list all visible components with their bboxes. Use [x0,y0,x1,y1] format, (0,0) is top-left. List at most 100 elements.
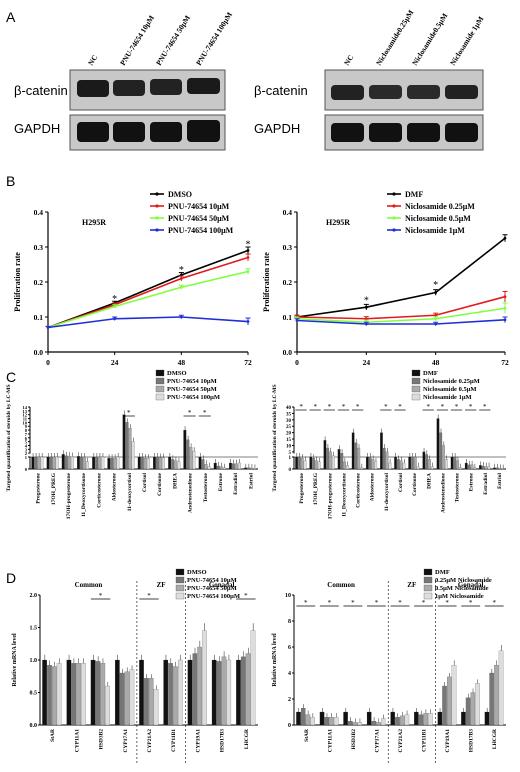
legend-swatch [411,377,421,385]
bar [86,461,89,470]
significance-star: * [188,409,192,417]
y-tick-label: 5 [289,451,292,456]
bar [197,646,202,726]
data-point [113,317,117,321]
line-chart-B-right: 0.0 0.1 0.2 0.3 0.4 0 24 48 72 Proliferation rate… [262,190,509,367]
bar [422,451,426,470]
bar [329,717,334,726]
legend-swatch [411,369,421,377]
bar [80,456,83,470]
axis-break [291,453,506,457]
bar [428,713,433,726]
data-point [434,322,438,326]
bar [49,456,53,470]
x-tick-label: 48 [178,358,186,367]
significance-star: * [112,294,117,305]
data-point [46,326,50,329]
significance-star: * [427,403,431,411]
bar [124,671,130,726]
bar [380,432,383,470]
legend-swatch [423,568,433,576]
bar [346,465,349,470]
x-tick-label: DHEA [172,473,178,489]
bar [494,665,499,726]
bar [332,455,335,470]
bar [333,717,339,726]
legend-label: PNU-74654 100μM [187,593,240,600]
wb-lane-label: Niclosamide 1μM [448,15,485,67]
data-point [113,305,117,308]
x-tick-label: 48 [432,358,440,367]
bar [300,707,306,726]
bar [229,462,232,470]
data-point [503,318,507,322]
bar [484,711,490,726]
bar [439,432,443,470]
wb-band [331,85,364,100]
bar [371,720,377,726]
x-tick-label: Estradiol [233,473,239,495]
x-tick-label: CYP17A1 [123,729,129,753]
y-tick-label: 0.1 [283,313,293,322]
legend-swatch [175,568,185,576]
bar [295,456,298,470]
y-tick-label: 7 [25,432,28,437]
bar [357,722,363,726]
wb-lane-label: NC [342,53,355,67]
x-tick-label: CYP11B1 [422,729,428,752]
wb-band [77,80,109,97]
series-line [47,316,249,329]
wb-band [187,78,220,94]
bar [77,456,80,470]
bar [204,464,208,470]
x-tick-label: Estradiol [483,473,489,495]
y-tick-label: 3 [25,447,28,452]
y-tick-label: 0.1 [34,313,44,322]
bar [348,720,353,726]
legend-swatch [155,369,165,377]
bar [467,464,471,470]
data-point [246,249,250,252]
legend-marker [155,228,159,232]
wb-band [407,123,440,142]
bar [168,456,172,470]
bar [436,418,440,470]
group-label: Common [327,581,355,589]
bar [315,460,318,470]
significance-star: * [441,403,445,411]
y-tick-label: 25 [286,425,292,430]
bar [189,447,193,470]
x-tick-label: HSD3B2 [99,729,105,750]
x-tick-label: Progesterone [299,472,305,503]
bar [456,460,460,470]
group-label: Gonadal [209,581,235,589]
bar [371,459,375,470]
legend-swatch [155,393,165,401]
legend-swatch [175,576,185,584]
data-point [364,305,368,309]
wb-lane-label: PNU-74654 100μM [194,10,234,67]
data-point [434,317,438,321]
group-label: ZF [157,581,166,589]
bar [42,659,47,726]
bar [385,451,389,470]
y-tick-label: 40 [286,406,292,411]
y-tick-label: 0.2 [34,278,44,287]
bar [310,717,315,726]
x-tick-label: CYP17A1 [374,729,380,753]
bar [326,447,330,470]
wb-row-label: GAPDH [14,121,60,136]
bar [470,692,476,726]
legend-label: Niclosamide 0.25μM [405,202,475,211]
x-tick-label: Aldosterone [370,472,376,501]
significance-star: * [203,409,207,417]
bar [114,659,120,726]
legend-swatch [411,385,421,393]
data-point [434,313,438,317]
bar [489,672,494,726]
x-tick-label: 17OH_PREG [51,472,57,505]
bar [83,456,86,470]
